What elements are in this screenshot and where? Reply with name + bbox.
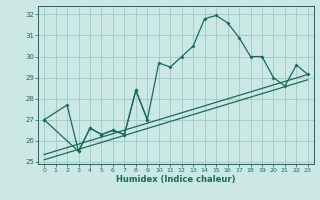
X-axis label: Humidex (Indice chaleur): Humidex (Indice chaleur)	[116, 175, 236, 184]
